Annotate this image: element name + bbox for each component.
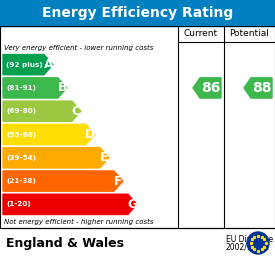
- Text: B: B: [58, 82, 67, 94]
- Text: F: F: [114, 175, 123, 188]
- Bar: [0, 0, 275, 26]
- Text: Not energy efficient - higher running costs: Not energy efficient - higher running co…: [4, 219, 153, 224]
- Text: (81-91): (81-91): [6, 85, 36, 91]
- Polygon shape: [3, 54, 53, 75]
- Polygon shape: [3, 194, 137, 214]
- Text: England & Wales: England & Wales: [6, 237, 124, 249]
- Polygon shape: [3, 78, 67, 98]
- Text: E: E: [100, 151, 109, 164]
- Polygon shape: [3, 171, 123, 191]
- Text: A: A: [43, 58, 53, 71]
- Text: C: C: [72, 105, 81, 118]
- Polygon shape: [3, 148, 109, 168]
- Text: Potential: Potential: [230, 29, 270, 38]
- Text: (92 plus): (92 plus): [6, 62, 43, 68]
- Bar: [0, 26, 275, 228]
- Text: (55-68): (55-68): [6, 132, 36, 138]
- Text: (1-20): (1-20): [6, 201, 31, 207]
- Polygon shape: [193, 78, 221, 98]
- Circle shape: [247, 232, 269, 254]
- Text: Current: Current: [184, 29, 218, 38]
- Polygon shape: [3, 101, 81, 121]
- Polygon shape: [244, 78, 272, 98]
- Text: (39-54): (39-54): [6, 155, 36, 161]
- Text: Energy Efficiency Rating: Energy Efficiency Rating: [42, 6, 233, 20]
- Text: 86: 86: [201, 81, 220, 95]
- Text: 88: 88: [252, 81, 271, 95]
- Text: (69-80): (69-80): [6, 108, 36, 114]
- Polygon shape: [3, 124, 95, 145]
- Text: D: D: [85, 128, 95, 141]
- Text: Very energy efficient - lower running costs: Very energy efficient - lower running co…: [4, 44, 153, 51]
- Text: G: G: [127, 198, 138, 211]
- Text: (21-38): (21-38): [6, 178, 36, 184]
- Text: 2002/91/EC: 2002/91/EC: [226, 243, 270, 252]
- Text: EU Directive: EU Directive: [226, 235, 273, 244]
